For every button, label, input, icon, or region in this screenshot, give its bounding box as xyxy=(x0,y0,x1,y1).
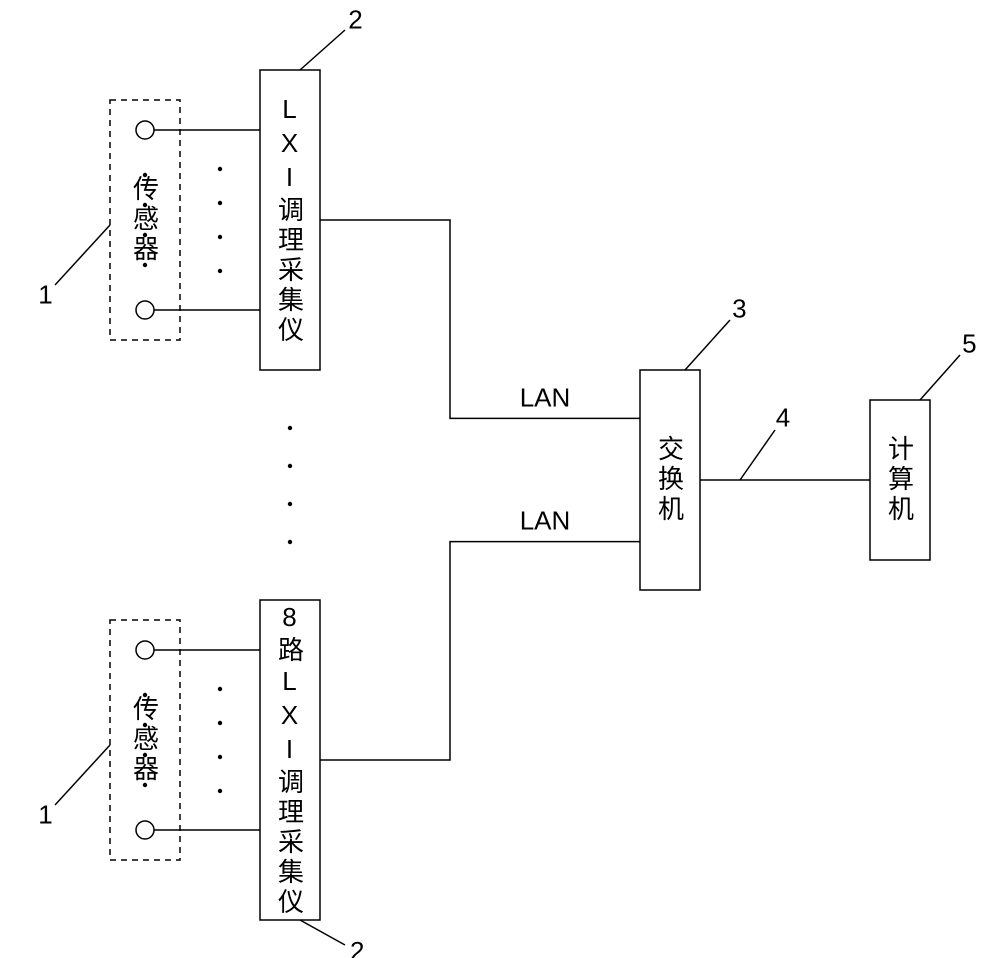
node-label-lxi2: 8路LXI调理采集仪 xyxy=(272,602,309,918)
node-switch: 交换机 xyxy=(640,370,700,590)
callout-1: 1 xyxy=(38,279,52,309)
edge-label-lan: LAN xyxy=(520,506,571,536)
callout-4: 4 xyxy=(776,403,790,433)
node-label-computer: 计算机 xyxy=(882,435,919,525)
callout-2: 2 xyxy=(348,5,362,35)
node-computer: 计算机 xyxy=(870,400,930,560)
callout-5: 5 xyxy=(962,329,976,359)
node-label-lxi1: LXI调理采集仪 xyxy=(272,94,309,346)
node-sensor2: 传感器 xyxy=(110,620,180,860)
diagram-canvas: 传感器传感器LXI调理采集仪8路LXI调理采集仪交换机计算机LANLAN1122… xyxy=(0,0,1000,958)
edge-label-lan: LAN xyxy=(520,382,571,412)
node-label-sensor2: 传感器 xyxy=(127,695,164,785)
node-sensor1: 传感器 xyxy=(110,100,180,340)
callout-2: 2 xyxy=(350,936,364,958)
node-lxi1: LXI调理采集仪 xyxy=(260,70,320,370)
callout-3: 3 xyxy=(732,294,746,324)
node-label-sensor1: 传感器 xyxy=(127,175,164,265)
node-label-switch: 交换机 xyxy=(652,435,689,525)
callout-1: 1 xyxy=(38,799,52,829)
node-lxi2: 8路LXI调理采集仪 xyxy=(260,600,320,920)
